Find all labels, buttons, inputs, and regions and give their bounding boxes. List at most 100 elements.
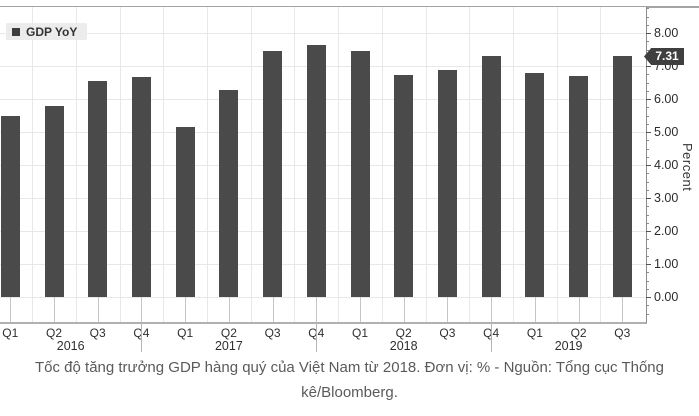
vertical-gridline (32, 7, 34, 322)
last-value-badge: 7.31 (644, 48, 684, 65)
horizontal-gridline (0, 297, 646, 298)
x-tick (360, 297, 361, 322)
bar-q2-2016 (44, 106, 64, 297)
x-quarter-label: Q1 (526, 326, 543, 340)
y-minor-tick (646, 41, 649, 43)
y-tick-label: 2.00 (654, 224, 679, 238)
y-minor-tick (646, 49, 649, 51)
y-axis-title: Percent (680, 143, 695, 192)
vertical-gridline (338, 7, 340, 322)
x-quarter-label: Q4 (476, 326, 506, 340)
y-minor-tick (646, 140, 649, 142)
y-axis: 0.00 1.00 2.00 3.00 4.00 5.00 6.00 7.00 8.00 (646, 7, 699, 322)
bar-q3-2019 (612, 55, 632, 297)
vertical-gridline (75, 7, 77, 322)
x-quarter-label: Q3 (264, 326, 281, 340)
x-quarter-label: Q3 (614, 326, 631, 340)
x-quarter-label: Q2 (220, 326, 237, 340)
x-year-label: 2018 (389, 339, 418, 353)
y-minor-tick (646, 74, 649, 76)
y-major-tick (646, 264, 651, 265)
y-major-tick (646, 198, 651, 199)
x-tick (403, 297, 405, 322)
x-tick (316, 297, 318, 322)
y-major-tick (646, 33, 651, 34)
bar-q2-2019 (569, 75, 589, 297)
y-minor-tick (646, 181, 649, 183)
bar-q1-2019 (525, 72, 545, 297)
x-quarter-label: Q1 (177, 326, 194, 340)
bar-q1-2016 (0, 116, 20, 297)
x-tick (54, 297, 55, 322)
x-quarter-label: Q4 (301, 326, 331, 340)
y-tick-label: 6.00 (654, 92, 679, 106)
year-divider (491, 322, 493, 352)
x-year-label: 2019 (554, 339, 583, 353)
bar-q3-2017 (263, 50, 283, 297)
y-minor-tick (646, 90, 649, 92)
year-divider (316, 322, 318, 352)
x-tick (272, 297, 274, 322)
y-minor-tick (646, 24, 649, 26)
bar-q3-2018 (437, 70, 457, 297)
y-minor-tick (646, 8, 649, 10)
x-tick (10, 297, 12, 322)
y-tick-label: 4.00 (654, 158, 679, 172)
y-minor-tick (646, 247, 649, 249)
y-minor-tick (646, 214, 649, 216)
x-tick (447, 297, 449, 322)
y-minor-tick (646, 156, 649, 158)
x-year-label: 2016 (56, 339, 85, 353)
x-quarter-label: Q1 (351, 326, 368, 340)
y-major-tick (646, 99, 651, 100)
vertical-gridline (250, 7, 252, 322)
vertical-gridline (163, 7, 165, 322)
legend: GDP YoY (6, 23, 88, 40)
y-minor-tick (646, 272, 649, 274)
chart-caption: Tốc độ tăng trưởng GDP hàng quý của Việt… (35, 359, 664, 401)
x-tick (141, 297, 143, 322)
vertical-gridline (294, 7, 296, 322)
y-tick-label: 8.00 (654, 26, 679, 40)
y-minor-tick (646, 222, 649, 224)
plot-area (0, 7, 647, 324)
vertical-gridline (381, 7, 383, 322)
y-minor-tick (646, 115, 649, 117)
y-minor-tick (646, 280, 649, 282)
vertical-gridline (469, 7, 471, 322)
y-major-tick (646, 165, 651, 166)
x-quarter-label: Q3 (89, 326, 106, 340)
y-major-tick (646, 297, 651, 298)
bar-q3-2016 (88, 80, 108, 297)
x-quarter-label: Q1 (2, 326, 19, 340)
y-major-tick (646, 132, 651, 133)
y-tick-label: 5.00 (654, 125, 679, 139)
vertical-gridline (513, 7, 514, 322)
y-tick-label: 1.00 (654, 257, 679, 271)
y-tick-label: 0.00 (654, 290, 679, 304)
horizontal-gridline (0, 33, 646, 34)
vertical-gridline (556, 7, 558, 322)
y-minor-tick (646, 107, 649, 109)
y-minor-tick (646, 255, 649, 257)
y-minor-tick (646, 189, 649, 191)
vertical-gridline (600, 7, 602, 322)
vertical-gridline (119, 7, 121, 322)
x-quarter-label: Q4 (126, 326, 156, 340)
x-tick (491, 297, 493, 322)
legend-series-marker-icon (12, 27, 20, 36)
x-year-label: 2017 (214, 339, 243, 353)
x-tick (578, 297, 580, 322)
y-minor-tick (646, 173, 649, 175)
bar-q1-2018 (350, 51, 370, 297)
legend-label: GDP YoY (26, 24, 78, 39)
x-quarter-label: Q2 (45, 326, 62, 340)
year-divider (141, 322, 143, 352)
bar-q2-2017 (219, 89, 239, 297)
y-minor-tick (646, 82, 649, 84)
y-minor-tick (646, 313, 649, 315)
y-major-tick (646, 66, 651, 67)
y-minor-tick (646, 239, 649, 241)
x-tick (185, 297, 187, 322)
